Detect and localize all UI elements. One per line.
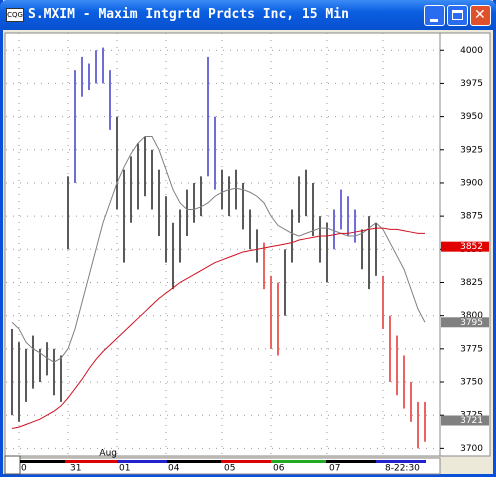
date-strip xyxy=(20,460,426,463)
scroll-box[interactable] xyxy=(4,455,21,475)
close-button[interactable]: ✕ xyxy=(470,5,491,26)
last-value-label: 3852 xyxy=(460,242,483,252)
chart: 3700372537503775380038253850387539003925… xyxy=(4,32,491,475)
y-tick-label: 3875 xyxy=(460,212,483,222)
last-value-label: 3721 xyxy=(460,416,483,426)
x-tick-label: 04 xyxy=(168,464,180,474)
x-tick-label: 07 xyxy=(329,464,340,474)
y-tick-label: 3900 xyxy=(460,178,483,188)
maximize-button[interactable] xyxy=(447,5,468,26)
window-title: S.MXIM - Maxim Intgrtd Prdcts Inc, 15 Mi… xyxy=(28,7,349,22)
x-tick-label: 0 xyxy=(21,464,27,474)
y-tick-label: 3975 xyxy=(460,79,483,89)
title-bar: CQG S.MXIM - Maxim Intgrtd Prdcts Inc, 1… xyxy=(0,0,496,30)
x-tick-label: 31 xyxy=(70,464,81,474)
x-tick-label: 8-22:30 xyxy=(385,464,420,474)
x-tick-label: 01 xyxy=(119,464,130,474)
last-value-badge xyxy=(441,317,489,328)
last-value-badge xyxy=(441,241,489,252)
app-icon[interactable]: CQG xyxy=(6,8,24,22)
y-tick-label: 3950 xyxy=(460,112,483,122)
y-tick-label: 3925 xyxy=(460,145,483,155)
y-tick-label: 3800 xyxy=(460,311,483,321)
moving-average xyxy=(11,227,425,429)
y-tick-label: 4000 xyxy=(460,46,483,56)
last-value-label: 3795 xyxy=(460,318,483,328)
moving-average xyxy=(11,136,426,363)
y-tick-label: 3700 xyxy=(460,444,483,454)
x-tick-label: 05 xyxy=(224,464,235,474)
minimize-button[interactable] xyxy=(424,5,445,26)
y-tick-label: 3750 xyxy=(460,378,483,388)
y-tick-label: 3775 xyxy=(460,344,483,354)
x-group-label: Aug xyxy=(99,449,117,459)
last-value-badge xyxy=(441,415,489,426)
y-tick-label: 3825 xyxy=(460,278,483,288)
x-tick-label: 06 xyxy=(273,464,285,474)
